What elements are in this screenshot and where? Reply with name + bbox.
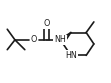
Text: O: O [44,19,50,28]
Text: NH: NH [54,35,66,44]
Text: HN: HN [65,51,77,60]
Text: O: O [30,35,37,44]
